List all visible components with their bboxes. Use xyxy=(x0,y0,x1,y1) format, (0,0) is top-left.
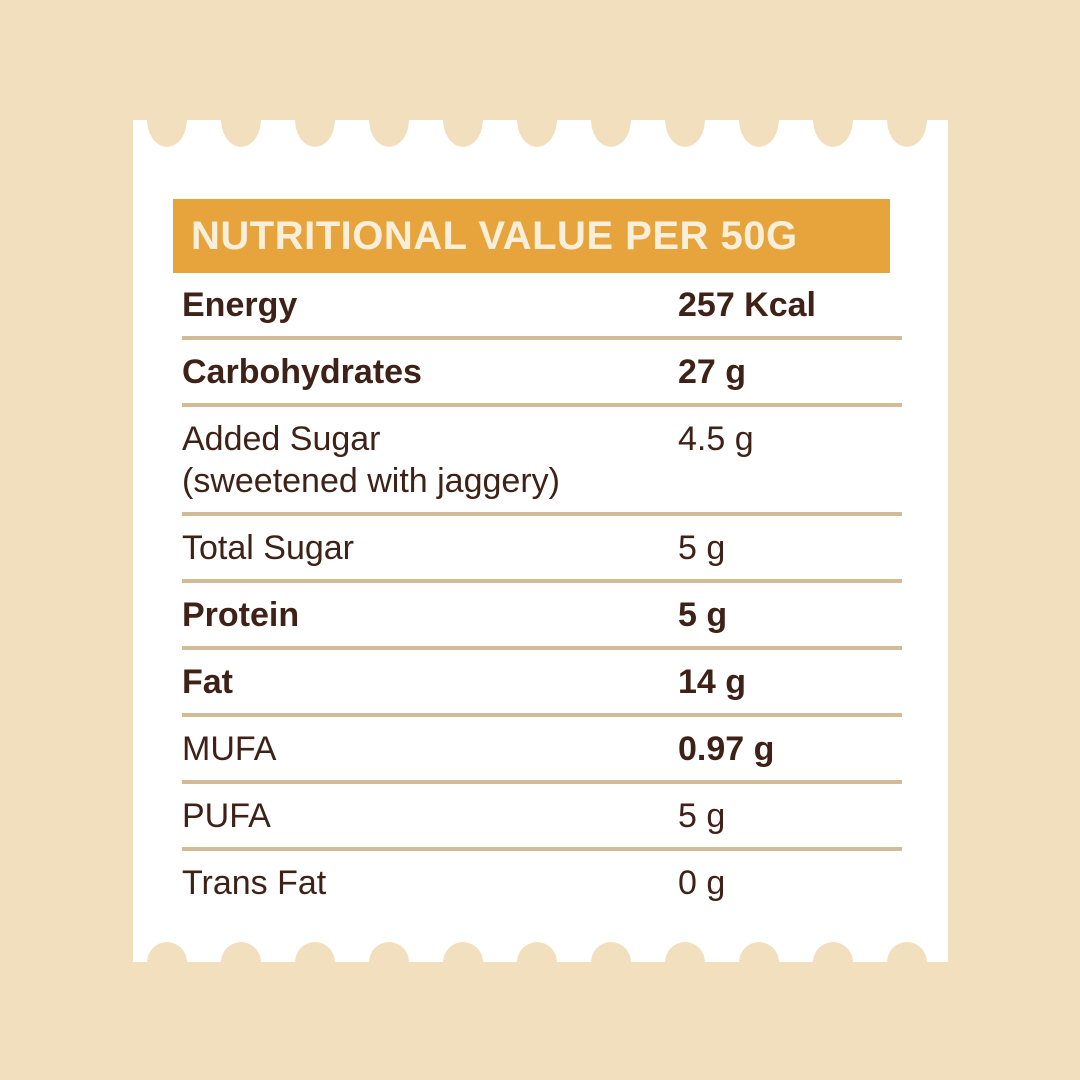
row-value: 0 g xyxy=(678,864,726,902)
row-value: 5 g xyxy=(678,529,726,567)
row-label: Energy xyxy=(182,286,298,324)
table-row-added-sugar: Added Sugar (sweetened with jaggery) 4.5… xyxy=(182,407,902,516)
row-value: 4.5 g xyxy=(678,420,754,458)
row-label: MUFA xyxy=(182,730,277,768)
table-row-mufa: MUFA 0.97 g xyxy=(182,717,902,784)
row-label: Carbohydrates xyxy=(182,353,422,391)
table-row-protein: Protein 5 g xyxy=(182,583,902,650)
row-value: 5 g xyxy=(678,596,728,634)
row-value: 14 g xyxy=(678,663,747,701)
table-row-fat: Fat 14 g xyxy=(182,650,902,717)
row-label: Fat xyxy=(182,663,233,701)
row-value: 257 Kcal xyxy=(678,286,816,324)
row-value: 0.97 g xyxy=(678,730,775,768)
row-label: Trans Fat xyxy=(182,864,327,902)
scalloped-bottom-edge xyxy=(133,941,948,962)
row-label-main: Added Sugar xyxy=(182,420,381,458)
nutrition-label-card: NUTRITIONAL VALUE PER 50G Energy 257 Kca… xyxy=(133,120,948,962)
row-label: Added Sugar (sweetened with jaggery) xyxy=(182,418,678,502)
table-row-total-sugar: Total Sugar 5 g xyxy=(182,516,902,583)
table-row-pufa: PUFA 5 g xyxy=(182,784,902,851)
row-label: PUFA xyxy=(182,797,271,835)
row-value: 27 g xyxy=(678,353,747,391)
row-label: Total Sugar xyxy=(182,529,354,567)
scalloped-top-edge xyxy=(133,120,948,148)
table-row-energy: Energy 257 Kcal xyxy=(182,273,902,340)
row-value: 5 g xyxy=(678,797,726,835)
table-row-trans-fat: Trans Fat 0 g xyxy=(182,851,902,914)
nutrition-header-bar: NUTRITIONAL VALUE PER 50G xyxy=(173,199,890,273)
table-row-carbohydrates: Carbohydrates 27 g xyxy=(182,340,902,407)
row-label-sub: (sweetened with jaggery) xyxy=(182,462,560,500)
row-label: Protein xyxy=(182,596,300,634)
nutrition-table: Energy 257 Kcal Carbohydrates 27 g Added… xyxy=(182,273,902,914)
nutrition-header-title: NUTRITIONAL VALUE PER 50G xyxy=(191,214,798,258)
